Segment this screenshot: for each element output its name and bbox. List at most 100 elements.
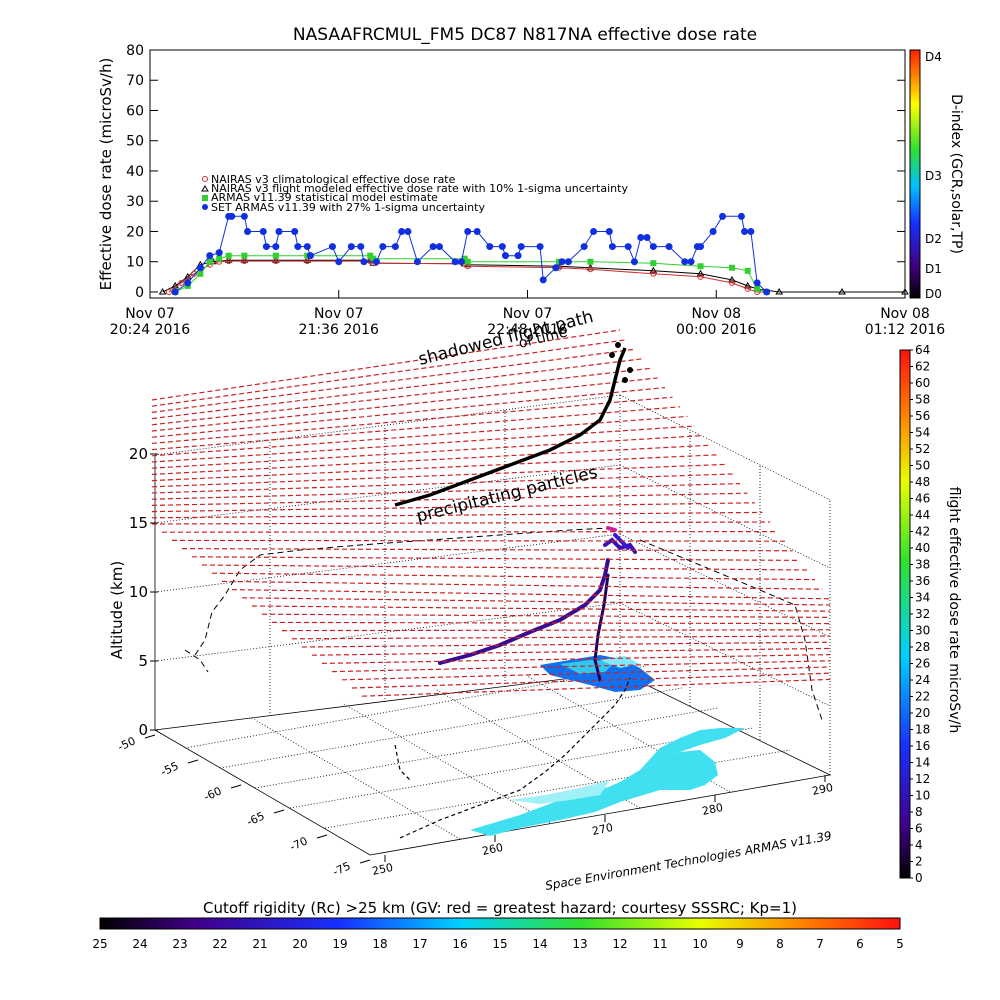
data-point [197,270,204,277]
data-point [328,243,336,251]
series-line [168,260,767,293]
dose-tick-label: 32 [915,607,930,621]
rigidity-tick-label: 13 [572,937,587,951]
series-line [174,215,767,293]
data-point [608,243,616,251]
particle-sheet-line [151,396,673,444]
data-point [225,252,232,259]
data-point [272,252,279,259]
rigidity-tick-label: 25 [92,937,107,951]
dose-tick-label: 44 [915,508,930,522]
data-point [743,281,752,289]
y-tick-label: 30 [126,194,144,210]
data-point [539,276,547,284]
data-point [696,269,705,277]
floor-gridline [219,687,683,769]
d-index-colorbar [909,49,921,299]
data-point [184,279,192,287]
y-tick-label: 80 [126,43,144,59]
dose-tick-label: 6 [915,822,923,836]
dose-tick-label: 0 [915,871,923,885]
lat-tick [316,834,328,839]
floor-gridline [249,716,461,840]
latitude-axis: -50 -55 -60 -65 -70 -75 [116,734,371,879]
data-point [240,212,248,220]
right-wall-projection [639,539,823,721]
rigidity-tick-label: 21 [252,937,267,951]
data-point [580,243,588,251]
rigidity-tick-label: 19 [332,937,347,951]
particle-sheet-line [361,678,831,697]
data-point [838,287,846,295]
y-tick-label: 50 [126,134,144,150]
flight-track-segment [606,526,617,532]
rigidity-tick-label: 7 [816,937,824,951]
dose-tick-label: 34 [915,591,930,605]
particle-sheet-line [171,539,786,542]
legend-marker-nairas-clim [202,176,208,182]
data-point [272,243,280,251]
rigidity-tick-label: 10 [692,937,707,951]
data-point [587,266,594,273]
wall-gridline [619,533,831,638]
dose-tick-label: 24 [915,673,930,687]
lon-tick-label: 270 [591,821,614,838]
left-wall-projection [194,527,611,656]
legend-label-armas-model: ARMAS v11.39 statistical model estimate [211,191,438,204]
data-point [517,243,525,251]
data-point [747,227,755,235]
data-point [360,258,368,266]
dose-tick-label: 40 [915,541,930,555]
lat-tick [144,734,156,739]
particle-sheet-line [231,589,831,600]
dose-colorbar-labels: 0246810121416182022242628303234363840424… [910,343,930,885]
data-point [303,243,311,251]
legend-label-nairas-flight: NAIRAS v3 flight modeled effective dose … [211,182,628,195]
legend-marker-armas-model [202,195,208,201]
top-y-axis-label: Effective dose rate (microSv/h) [97,58,115,291]
data-point [171,288,179,296]
longitude-axis: 250 260 270 280 290 [371,775,834,878]
rigidity-region [470,750,718,836]
flight-path-marker [627,367,633,373]
data-point [206,252,214,260]
data-point [306,252,314,260]
data-point [590,227,598,235]
data-point [357,243,365,251]
particle-sheet-line [151,463,726,488]
particle-sheet-line [151,339,628,407]
particle-sheet-line [261,613,831,619]
dose-tick-label: 46 [915,492,930,506]
data-point [241,252,248,259]
particle-sheet-line [151,406,681,451]
dose-tick-label: 10 [915,789,930,803]
data-point [605,227,613,235]
particle-sheet-line [311,647,831,656]
d-index-label-d1: D1 [925,262,942,276]
dose-tick-label: 36 [915,574,930,588]
dose-tick-label: 60 [915,376,930,390]
dose-tick-label: 58 [915,393,930,407]
lon-tick-label: 280 [701,801,724,818]
x-tick-time: 20:24 2016 [110,322,191,338]
data-point [649,266,658,274]
data-point [587,258,594,265]
rigidity-tick-label: 17 [412,937,427,951]
legend-marker-nairas-flight [201,185,209,192]
data-point [240,256,249,263]
particle-sheet-line [151,387,666,438]
flight-track-segment [613,533,630,550]
d-index-title: D-index (GCR,solar,TP) [948,94,964,254]
top-legend: NAIRAS v3 climatological effective dose … [201,173,628,214]
data-point [165,288,172,295]
dose-tick-label: 28 [915,640,930,654]
rigidity-tick-label: 8 [776,937,784,951]
floor-projection [394,677,631,839]
dose-colorbar-title: flight effective dose rate microSv/h [946,487,962,733]
particle-sheet-line [201,564,808,571]
data-point [259,227,267,235]
dose-tick-label: 8 [915,805,923,819]
dose-tick-label: 62 [915,360,930,374]
particle-sheet-line [161,530,778,533]
